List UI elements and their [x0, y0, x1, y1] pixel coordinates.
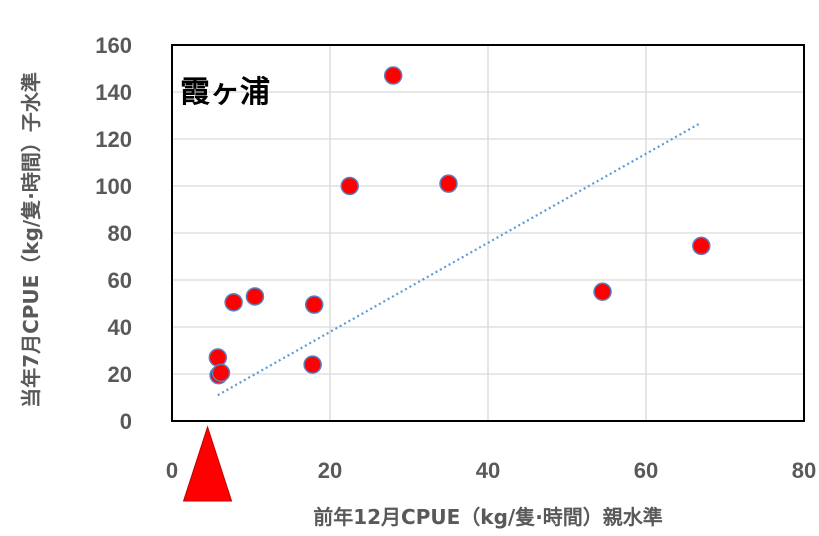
y-tick-label: 160 [95, 33, 132, 58]
x-tick-label: 80 [792, 458, 816, 483]
x-tick-label: 60 [634, 458, 658, 483]
data-point [245, 287, 265, 306]
data-point [593, 282, 612, 301]
data-point [304, 295, 324, 314]
data-point [208, 348, 228, 367]
trendline [217, 121, 702, 397]
y-tick-label: 0 [120, 409, 132, 434]
triangle-marker [182, 425, 233, 502]
y-tick-label: 60 [108, 268, 132, 293]
y-tick-label: 120 [95, 127, 132, 152]
data-point [340, 176, 359, 196]
y-tick-label: 20 [108, 362, 132, 387]
y-tick-label: 100 [95, 174, 132, 199]
y-tick-label: 40 [108, 315, 132, 340]
grid-lines [172, 45, 804, 421]
data-point [211, 363, 231, 383]
x-tick-label: 20 [318, 458, 342, 483]
plot-frame [171, 44, 805, 422]
data-point [303, 355, 322, 374]
y-tick-label: 140 [95, 80, 132, 105]
data-point [692, 236, 711, 256]
data-point [439, 174, 458, 193]
chart-title: 霞ヶ浦 [180, 75, 270, 110]
data-point [224, 293, 243, 312]
y-tick-label: 80 [108, 221, 132, 246]
x-tick-label: 40 [476, 458, 500, 483]
data-points [208, 66, 711, 385]
data-point [383, 66, 403, 85]
y-axis-title: 当年7月CPUE（kg/隻·時間）子水準 [19, 72, 43, 408]
tick-labels: 0 20 40 60 80 100 120 140 160 0 20 40 60 80 [95, 33, 816, 483]
x-axis-title: 前年12月CPUE（kg/隻·時間）親水準 [313, 505, 663, 529]
x-tick-label: 0 [166, 458, 178, 483]
